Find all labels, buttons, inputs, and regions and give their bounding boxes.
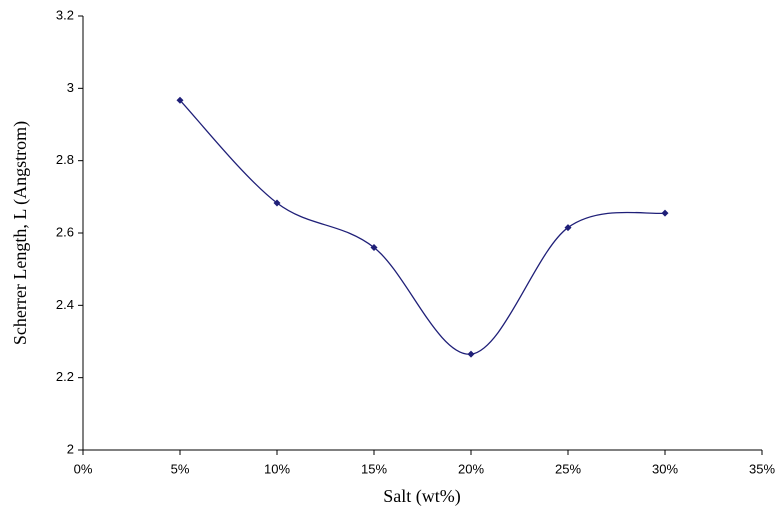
x-tick-label: 0% (74, 461, 93, 476)
y-axis-title: Scherrer Length, L (Angstrom) (10, 121, 31, 345)
x-tick-label: 25% (555, 461, 581, 476)
y-tick-label: 2.6 (56, 224, 74, 239)
data-point (467, 350, 475, 358)
y-tick-label: 3 (67, 80, 74, 95)
x-tick-label: 5% (171, 461, 190, 476)
x-axis-title: Salt (wt%) (383, 486, 460, 507)
y-tick-label: 2.8 (56, 152, 74, 167)
data-point (273, 199, 281, 207)
series-line (179, 99, 666, 355)
data-point (176, 96, 184, 104)
x-tick-label: 35% (749, 461, 775, 476)
data-point (661, 209, 669, 217)
x-tick-label: 15% (361, 461, 387, 476)
data-point (370, 243, 378, 251)
data-point (564, 224, 572, 232)
x-tick-label: 20% (458, 461, 484, 476)
x-tick-label: 30% (652, 461, 678, 476)
x-tick-label: 10% (264, 461, 290, 476)
y-tick-label: 3.2 (56, 7, 74, 22)
y-tick-label: 2.4 (56, 297, 74, 312)
y-tick-label: 2 (67, 441, 74, 456)
y-tick-label: 2.2 (56, 369, 74, 384)
